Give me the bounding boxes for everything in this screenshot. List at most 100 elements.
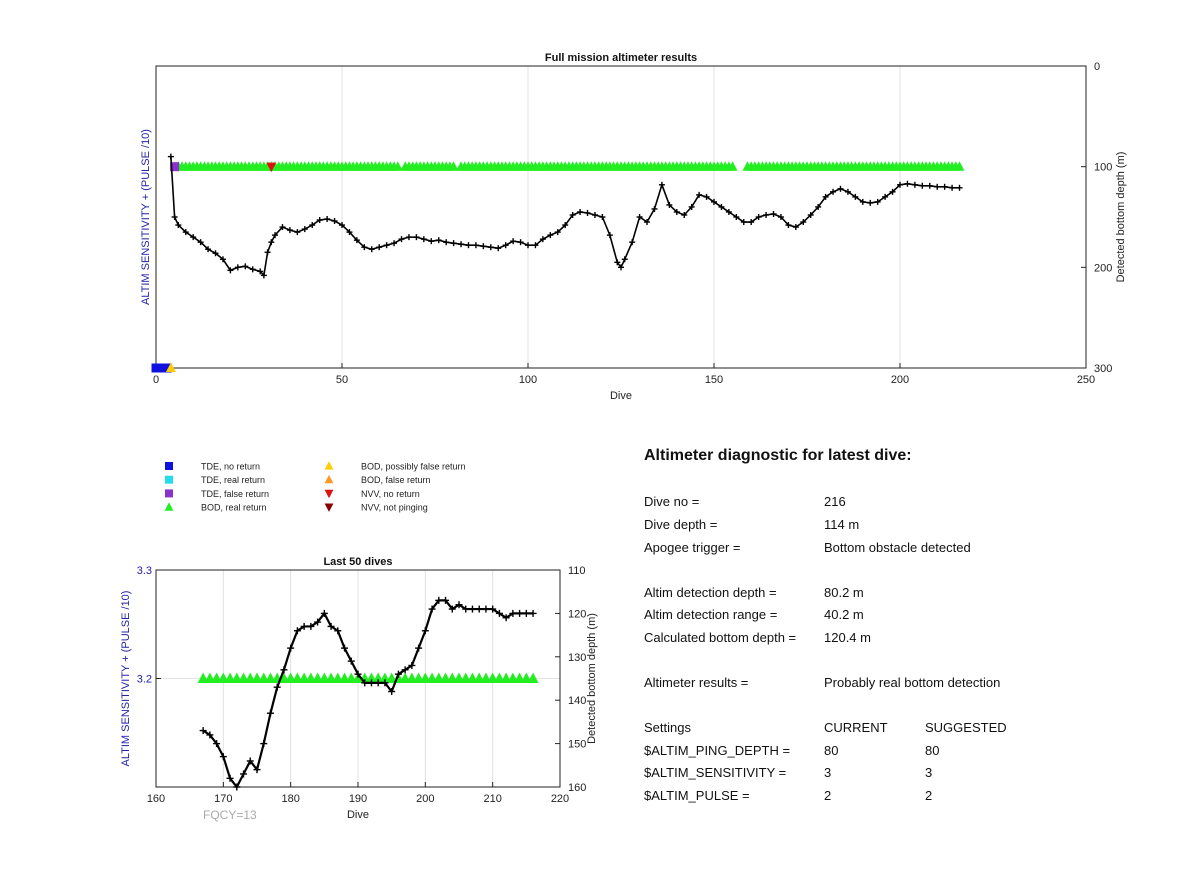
series-detected-bottom-depth bbox=[199, 596, 537, 791]
depth-point bbox=[242, 263, 249, 270]
depth-point bbox=[725, 208, 732, 215]
depth-point bbox=[347, 657, 355, 665]
legend: TDE, no return TDE, real return TDE, false… bbox=[164, 461, 466, 513]
depth-point bbox=[763, 211, 770, 218]
x-tick-label: 250 bbox=[1077, 374, 1095, 386]
diag-label: Altim detection range = bbox=[644, 607, 778, 622]
diag-value: Probably real bottom detection bbox=[824, 675, 1001, 690]
depth-point bbox=[837, 185, 844, 192]
depth-point bbox=[190, 234, 197, 241]
depth-point bbox=[525, 242, 531, 249]
depth-point bbox=[800, 219, 807, 226]
depth-point bbox=[681, 211, 688, 218]
diag-value: Bottom obstacle detected bbox=[824, 540, 971, 555]
depth-point bbox=[785, 222, 792, 229]
depth-point bbox=[435, 237, 442, 244]
legend-label: TDE, no return bbox=[201, 462, 260, 472]
depth-point bbox=[381, 679, 389, 687]
depth-point bbox=[815, 203, 822, 210]
depth-point bbox=[673, 208, 680, 215]
depth-point bbox=[844, 188, 851, 195]
y-right-tick-label: 100 bbox=[1094, 162, 1112, 174]
settings-suggested: 3 bbox=[925, 765, 933, 780]
y-right-axis-label: Detected bottom depth (m) bbox=[586, 613, 598, 744]
depth-point bbox=[755, 214, 762, 220]
series-detected-bottom-depth bbox=[167, 153, 963, 279]
legend-item: NVV, not pinging bbox=[324, 503, 428, 513]
depth-point bbox=[740, 219, 747, 226]
depth-point bbox=[949, 184, 956, 191]
depth-point bbox=[413, 234, 420, 241]
depth-line bbox=[202, 599, 534, 790]
chart-title: Last 50 dives bbox=[323, 556, 392, 568]
depth-point bbox=[171, 214, 178, 220]
depth-point bbox=[420, 236, 427, 243]
depth-point bbox=[249, 266, 256, 273]
diag-label: Calculated bottom depth = bbox=[644, 630, 797, 645]
depth-point bbox=[316, 217, 323, 224]
marker-point bbox=[170, 162, 180, 172]
depth-point bbox=[636, 214, 643, 220]
depth-point bbox=[510, 238, 517, 245]
depth-point bbox=[327, 622, 335, 630]
depth-point bbox=[509, 609, 517, 617]
depth-point bbox=[353, 237, 360, 244]
legend-marker bbox=[324, 474, 334, 484]
depth-point bbox=[502, 242, 509, 249]
depth-point bbox=[614, 259, 621, 266]
depth-point bbox=[696, 191, 703, 198]
depth-point bbox=[584, 209, 591, 216]
x-tick-label: 210 bbox=[483, 793, 501, 805]
depth-point bbox=[401, 666, 409, 674]
x-tick-label: 220 bbox=[551, 793, 569, 805]
depth-point bbox=[569, 211, 576, 218]
chart-full-mission: 0 50 100 150 200 250 0 100 200 300 Full mission al… bbox=[140, 52, 1127, 402]
marker-point bbox=[527, 672, 539, 683]
depth-point bbox=[324, 216, 331, 223]
depth-point bbox=[374, 679, 382, 687]
depth-point bbox=[268, 239, 275, 246]
depth-point bbox=[309, 222, 316, 229]
depth-point bbox=[487, 244, 494, 251]
diag-value: 216 bbox=[824, 494, 846, 509]
depth-point bbox=[405, 234, 412, 241]
depth-point bbox=[280, 666, 288, 674]
settings-header-label: Settings bbox=[644, 720, 691, 735]
depth-point bbox=[294, 229, 301, 236]
marker-point bbox=[392, 161, 403, 171]
x-tick-label: 170 bbox=[214, 793, 232, 805]
x-axis-label: Dive bbox=[610, 390, 632, 402]
depth-point bbox=[859, 198, 866, 205]
depth-point bbox=[807, 211, 814, 218]
diag-value: 120.4 m bbox=[824, 630, 871, 645]
depth-point bbox=[770, 210, 777, 217]
x-tick-label: 200 bbox=[891, 374, 909, 386]
legend-label: NVV, no return bbox=[361, 489, 420, 499]
settings-suggested: 80 bbox=[925, 743, 940, 758]
depth-point bbox=[293, 627, 301, 635]
depth-point bbox=[219, 753, 227, 761]
legend-marker bbox=[165, 489, 173, 498]
y-left-axis-label: ALTIM SENSITIVITY + (PULSE /10) bbox=[120, 591, 132, 767]
depth-point bbox=[911, 181, 918, 188]
depth-point bbox=[495, 609, 503, 617]
depth-point bbox=[703, 193, 710, 200]
diag-label: Dive depth = bbox=[644, 517, 718, 532]
marker-point bbox=[448, 161, 459, 171]
depth-point bbox=[199, 727, 207, 735]
x-tick-label: 190 bbox=[349, 793, 367, 805]
depth-point bbox=[266, 709, 274, 717]
x-tick-label: 160 bbox=[147, 793, 165, 805]
legend-marker bbox=[164, 502, 174, 511]
depth-point bbox=[882, 193, 889, 200]
chart-title: Full mission altimeter results bbox=[545, 52, 697, 64]
diag-value: 80.2 m bbox=[824, 585, 864, 600]
depth-point bbox=[279, 224, 286, 231]
diag-label: Dive no = bbox=[644, 494, 700, 509]
x-tick-label: 150 bbox=[705, 374, 723, 386]
settings-current: 3 bbox=[824, 765, 832, 780]
depth-point bbox=[391, 240, 398, 247]
depth-point bbox=[455, 601, 463, 609]
depth-point bbox=[234, 264, 241, 271]
y-left-tick-label: 3.3 bbox=[137, 565, 152, 577]
